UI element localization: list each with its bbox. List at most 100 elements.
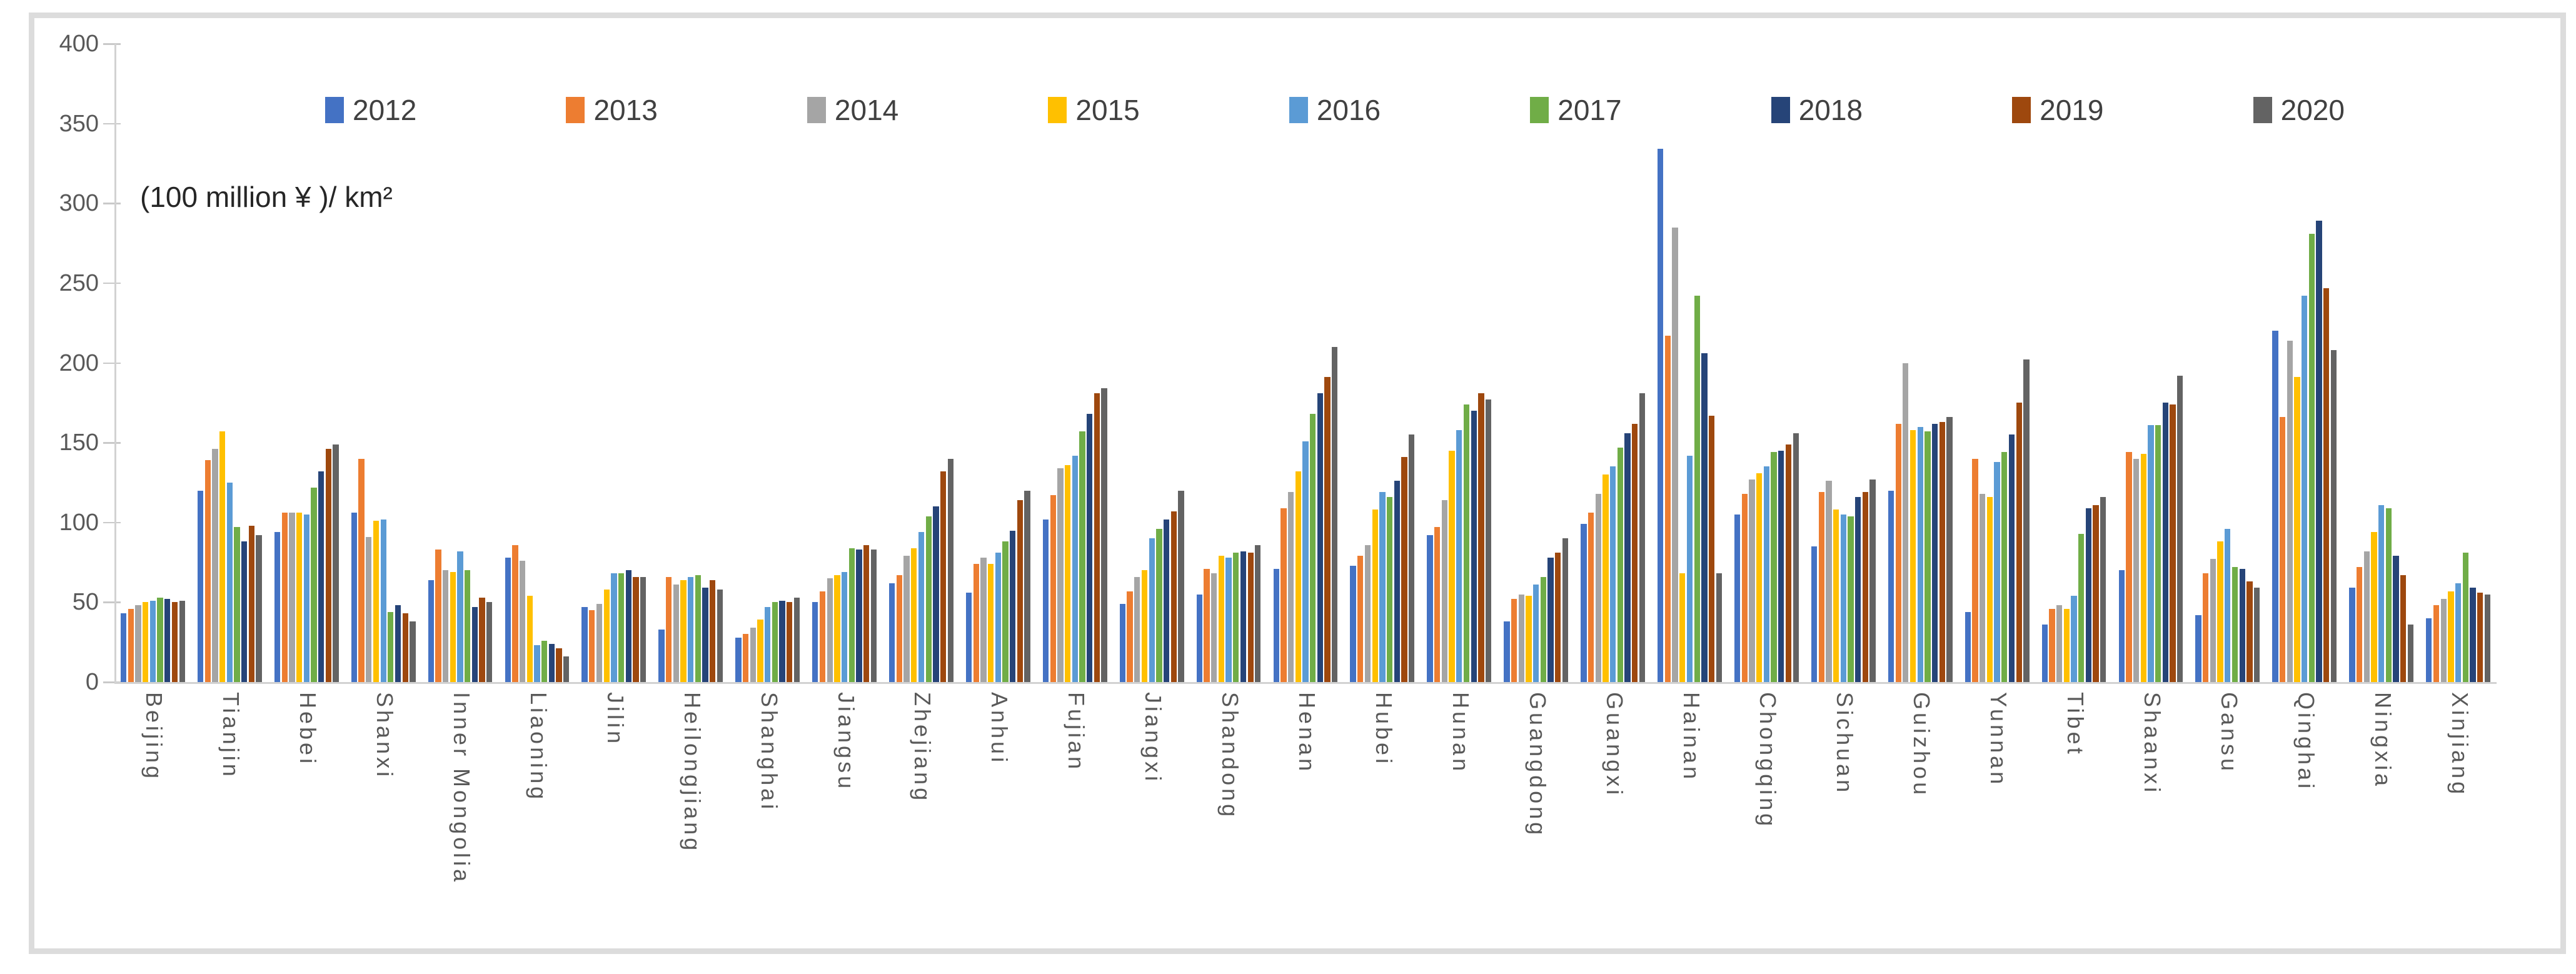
legend-item-2012: 2012 (325, 93, 416, 127)
bar-Liaoning-2012 (505, 557, 511, 682)
bar-Beijing-2015 (143, 602, 149, 682)
bar-Shanxi-2020 (410, 621, 416, 682)
bar-Xinjiang-2020 (2484, 594, 2490, 682)
bar-Qinghai-2017 (2308, 233, 2315, 682)
legend-item-2017: 2017 (1530, 93, 1622, 127)
bar-Hebei-2019 (325, 449, 331, 682)
bar-group-Zhejiang (883, 44, 960, 682)
bar-group-Guizhou (1882, 44, 1959, 682)
bar-Beijing-2014 (135, 605, 141, 682)
category-label-Beijing: Beijing (141, 692, 168, 782)
bar-Guangdong-2012 (1504, 621, 1510, 682)
legend-item-2014: 2014 (807, 93, 898, 127)
y-tick-label-300: 300 (59, 190, 99, 217)
category-label-Guangxi: Guangxi (1601, 692, 1628, 798)
bar-group-Shanxi (345, 44, 422, 682)
bar-group-Hebei (268, 44, 345, 682)
bar-Chongqing-2018 (1778, 450, 1784, 682)
bar-Chongqing-2020 (1793, 433, 1799, 682)
bar-Jiangsu-2015 (834, 575, 840, 682)
category-label-Jiangsu: Jiangsu (833, 692, 859, 792)
bar-Tibet-2014 (2056, 605, 2063, 682)
bar-Hebei-2017 (311, 487, 317, 682)
bar-group-Liaoning (499, 44, 576, 682)
legend-label: 2013 (593, 94, 658, 126)
bar-Guizhou-2013 (1895, 423, 1901, 682)
y-tick-label-0: 0 (85, 669, 99, 695)
category-label-Shaanxi: Shaanxi (2139, 692, 2165, 796)
bar-Heilongjiang-2017 (695, 575, 702, 682)
bar-Shanxi-2013 (358, 458, 365, 682)
category-label-Shanxi: Shanxi (372, 692, 398, 780)
bar-Hebei-2020 (333, 444, 339, 682)
bar-Hunan-2016 (1456, 429, 1462, 682)
bar-Shandong-2020 (1255, 545, 1261, 682)
y-tick-mark (103, 282, 121, 284)
bar-Shandong-2012 (1196, 594, 1202, 682)
bar-Yunnan-2013 (1972, 458, 1978, 682)
bar-Jiangsu-2019 (863, 545, 870, 682)
bar-Guangxi-2013 (1587, 513, 1594, 682)
y-tick-label-350: 350 (59, 110, 99, 137)
bar-Tianjin-2018 (241, 541, 248, 682)
bar-Shanxi-2019 (402, 613, 408, 682)
bar-Gansu-2015 (2217, 541, 2223, 682)
bar-Guangdong-2019 (1555, 553, 1561, 682)
legend-item-2015: 2015 (1048, 93, 1140, 127)
bar-Guangdong-2015 (1526, 596, 1532, 682)
bar-Jiangsu-2020 (870, 550, 877, 682)
bar-Guizhou-2019 (1939, 421, 1945, 682)
bar-Inner Mongolia-2015 (450, 571, 456, 682)
bar-Shanghai-2013 (742, 634, 749, 682)
bar-Qinghai-2014 (2287, 340, 2293, 682)
bar-Henan-2017 (1310, 414, 1316, 682)
bar-Ningxia-2018 (2393, 556, 2399, 682)
bar-Jiangsu-2012 (812, 602, 818, 682)
bar-Beijing-2012 (121, 613, 127, 682)
bar-Yunnan-2018 (2008, 434, 2015, 682)
y-axis-line (114, 44, 116, 682)
category-label-Henan: Henan (1294, 692, 1320, 775)
category-label-Shandong: Shandong (1217, 692, 1244, 820)
bar-Yunnan-2012 (1965, 611, 1971, 682)
bar-Tianjin-2015 (219, 431, 226, 682)
bar-Hubei-2015 (1372, 510, 1378, 682)
bar-Hebei-2012 (274, 532, 281, 682)
category-label-Heilongjiang: Heilongjiang (679, 692, 705, 854)
bar-Guangdong-2016 (1533, 585, 1539, 682)
bar-Fujian-2017 (1079, 431, 1085, 682)
bar-Fujian-2020 (1101, 388, 1107, 682)
bar-Henan-2015 (1295, 471, 1301, 682)
bar-group-Jilin (575, 44, 652, 682)
bar-Hainan-2015 (1679, 573, 1686, 682)
bar-Sichuan-2014 (1826, 481, 1832, 682)
bar-group-Shaanxi (2112, 44, 2189, 682)
bar-Fujian-2016 (1072, 455, 1078, 682)
bar-Xinjiang-2014 (2440, 599, 2447, 682)
legend-label: 2015 (1075, 94, 1140, 126)
bar-Chongqing-2012 (1734, 515, 1741, 682)
bar-Jiangsu-2018 (856, 550, 862, 682)
bar-Tibet-2020 (2100, 496, 2106, 682)
bar-group-Shanghai (729, 44, 806, 682)
bar-Chongqing-2016 (1763, 466, 1770, 682)
bar-Sichuan-2012 (1811, 546, 1818, 682)
bar-Chongqing-2013 (1741, 493, 1748, 682)
bar-Heilongjiang-2012 (658, 629, 665, 682)
bar-Xinjiang-2017 (2462, 553, 2468, 682)
bar-Henan-2020 (1332, 346, 1338, 682)
legend-swatch-2018 (1771, 97, 1790, 123)
bar-Tibet-2019 (2093, 505, 2099, 682)
bar-Tibet-2016 (2071, 596, 2077, 682)
bar-group-Yunnan (1959, 44, 2036, 682)
bar-Jiangxi-2013 (1127, 591, 1133, 682)
bar-Shandong-2017 (1233, 553, 1239, 682)
bar-Fujian-2014 (1057, 468, 1064, 682)
bar-Hubei-2013 (1357, 556, 1364, 682)
bar-Inner Mongolia-2012 (428, 580, 434, 682)
y-tick-mark (103, 521, 121, 524)
bar-Zhejiang-2014 (903, 556, 910, 682)
bar-Beijing-2019 (171, 602, 178, 682)
bar-Zhejiang-2016 (918, 532, 925, 682)
bar-Jiangxi-2014 (1134, 576, 1140, 682)
